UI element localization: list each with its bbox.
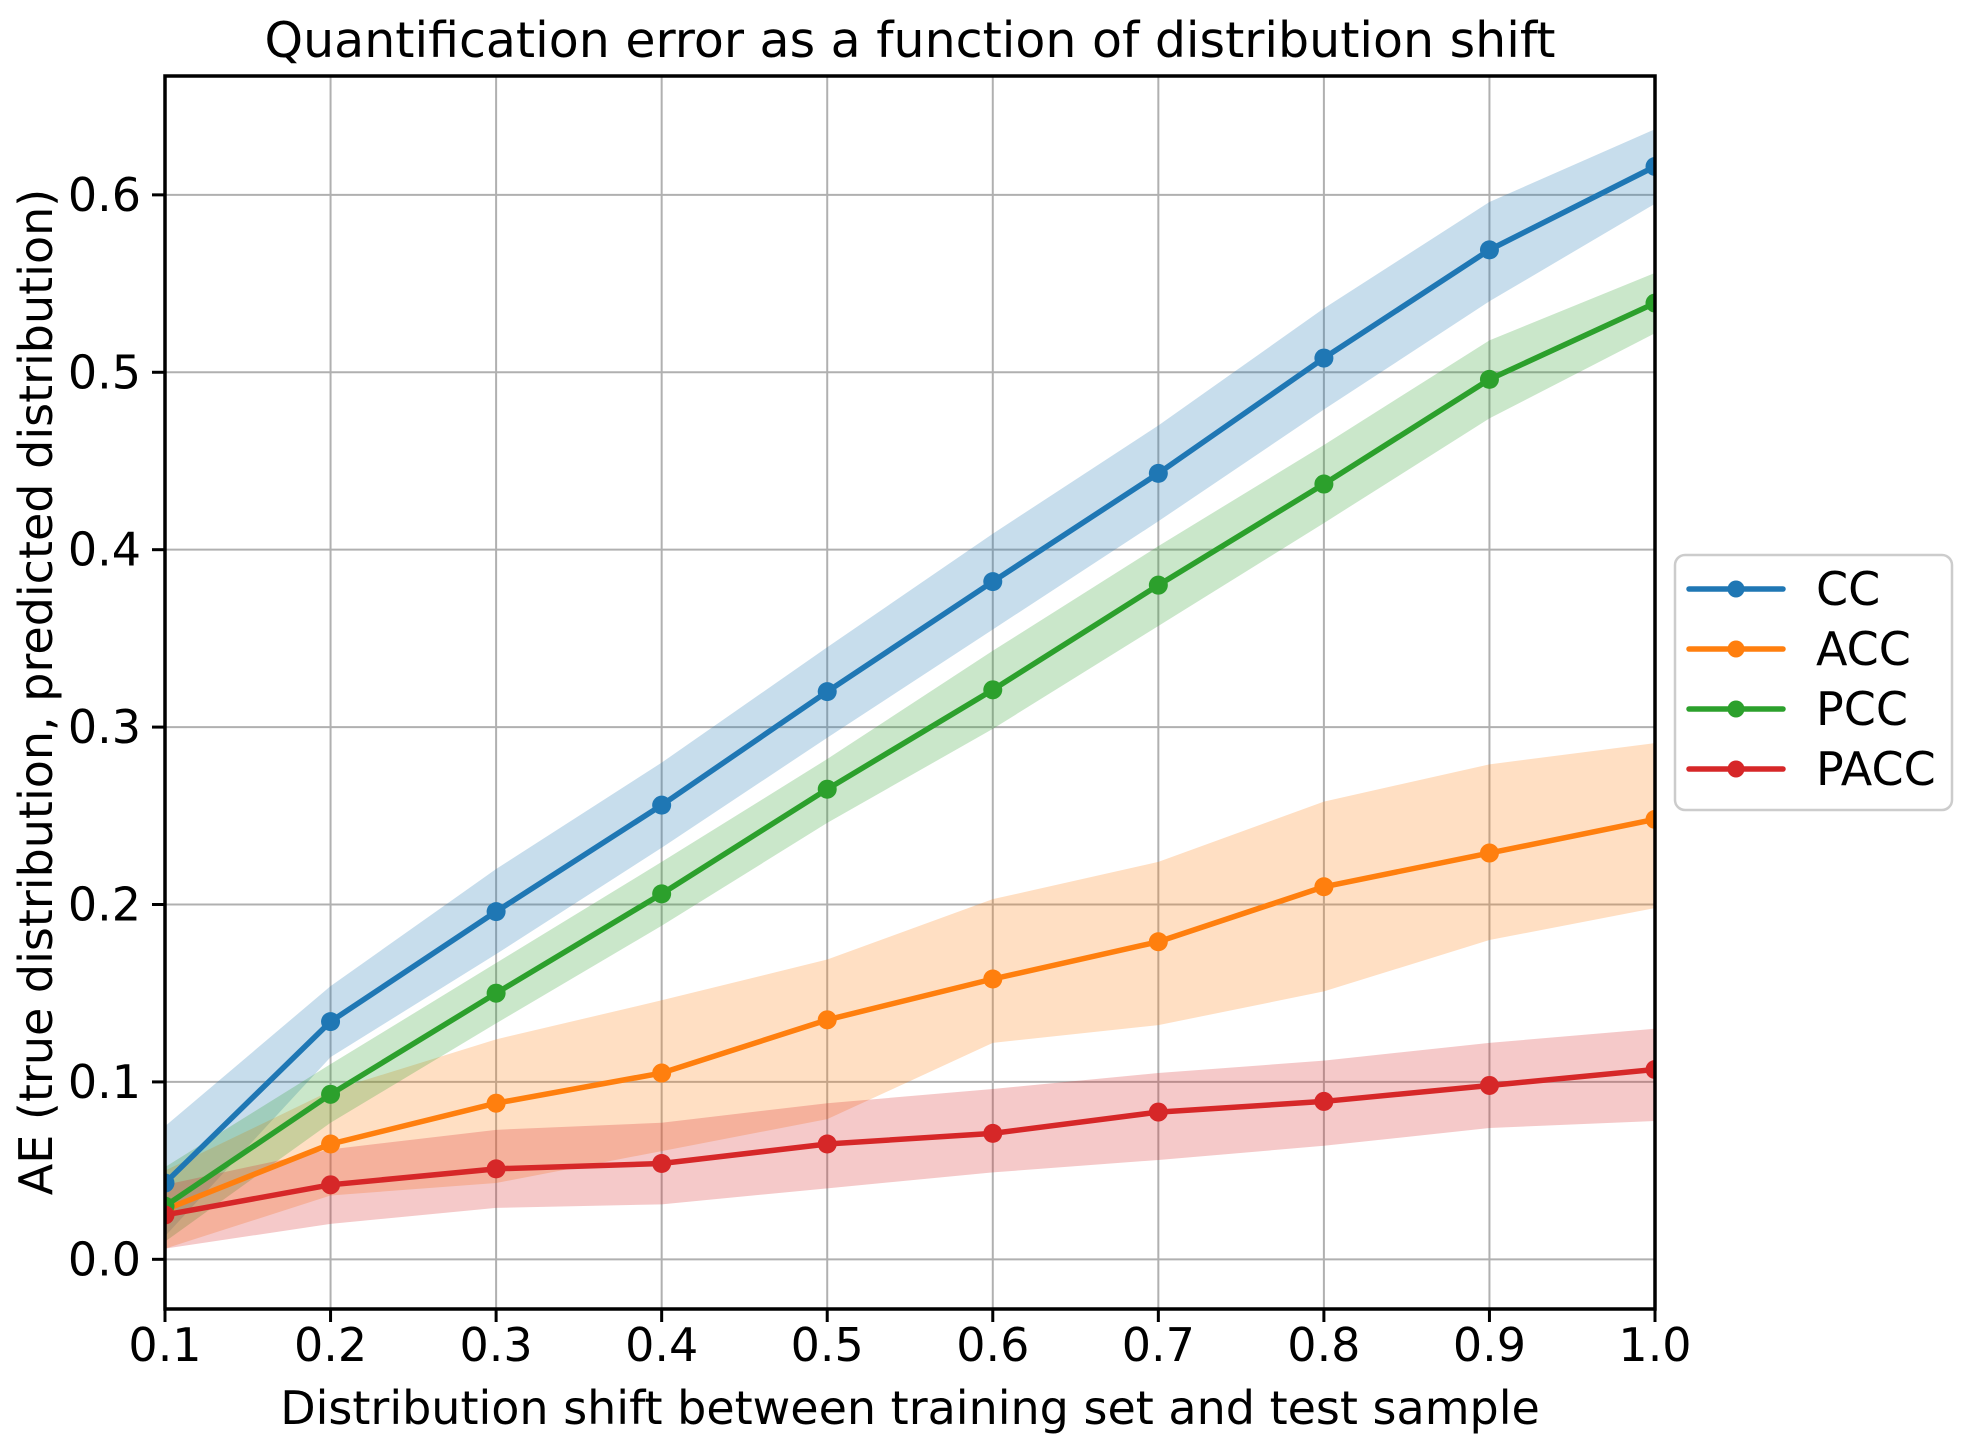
data-point-pacc <box>652 1154 672 1174</box>
axes-border <box>163 74 1657 1311</box>
legend-marker-cc <box>1727 580 1745 598</box>
data-point-pacc <box>165 1205 175 1225</box>
data-point-acc <box>486 1093 506 1113</box>
legend: CC ACC PCC PACC <box>1673 553 1954 812</box>
legend-marker-pcc <box>1727 700 1745 718</box>
x-tick-label: 1.0 <box>1618 1318 1691 1372</box>
data-point-cc <box>983 572 1003 592</box>
legend-box <box>1673 553 1954 812</box>
data-point-cc <box>817 682 837 702</box>
data-point-pcc <box>1148 575 1168 595</box>
y-tick-label: 0.1 <box>68 1055 141 1109</box>
data-point-cc <box>486 902 506 922</box>
data-point-pcc <box>1645 293 1655 313</box>
data-point-cc <box>321 1012 341 1032</box>
data-point-pacc <box>321 1175 341 1195</box>
x-tick-label: 0.9 <box>1453 1318 1526 1372</box>
data-point-pacc <box>1314 1091 1334 1111</box>
data-point-pcc <box>1479 369 1499 389</box>
y-axis-label: AE (true distribution, predicted distrib… <box>9 189 63 1195</box>
data-point-acc <box>817 1010 837 1030</box>
legend-label-acc: ACC <box>1816 622 1911 676</box>
chart-title: Quantification error as a function of di… <box>265 12 1556 69</box>
data-point-pacc <box>486 1159 506 1179</box>
data-point-pacc <box>1148 1102 1168 1122</box>
x-axis-label: Distribution shift between training set … <box>280 1381 1540 1435</box>
data-point-acc <box>1645 809 1655 829</box>
data-point-acc <box>1148 932 1168 952</box>
data-point-cc <box>165 1173 175 1193</box>
data-point-cc <box>1479 240 1499 260</box>
legend-label-cc: CC <box>1816 562 1880 616</box>
x-tick-label: 0.2 <box>294 1318 367 1372</box>
data-point-cc <box>1645 156 1655 176</box>
data-point-acc <box>983 969 1003 989</box>
y-tick-label: 0.6 <box>68 168 141 222</box>
confidence-band-cc <box>165 129 1655 1237</box>
data-point-cc <box>652 795 672 815</box>
data-point-pcc <box>983 680 1003 700</box>
data-point-acc <box>321 1134 341 1154</box>
x-tick-label: 0.4 <box>625 1318 698 1372</box>
legend-marker-pacc <box>1727 760 1745 778</box>
data-series-lines <box>165 156 1655 1225</box>
y-tick-label: 0.3 <box>68 700 141 754</box>
data-point-cc <box>1148 463 1168 483</box>
confidence-band-pcc <box>165 272 1655 1242</box>
data-point-cc <box>1314 348 1334 368</box>
data-point-pcc <box>486 983 506 1003</box>
legend-marker-acc <box>1727 640 1745 658</box>
data-point-acc <box>1314 877 1334 897</box>
y-tick-label: 0.2 <box>68 878 141 932</box>
series-line-pacc <box>165 1066 1655 1218</box>
series-line-cc <box>165 163 1655 1186</box>
data-point-pacc <box>1645 1059 1655 1079</box>
data-point-acc <box>1479 843 1499 863</box>
x-tick-label: 0.3 <box>460 1318 533 1372</box>
data-point-pcc <box>652 884 672 904</box>
x-tick-label: 0.5 <box>791 1318 864 1372</box>
legend-label-pcc: PCC <box>1816 682 1908 736</box>
x-tick-label: 0.8 <box>1287 1318 1360 1372</box>
series-line-acc <box>165 816 1655 1213</box>
y-tick-label: 0.5 <box>68 345 141 399</box>
data-point-pacc <box>1479 1075 1499 1095</box>
y-tick-label: 0.4 <box>68 523 141 577</box>
legend-label-pacc: PACC <box>1816 742 1936 796</box>
axis-ticks: 0.1 0.2 0.3 0.4 0.5 0.6 0.7 0.8 0.9 1.0 0.0 0.1 0.2 0… <box>68 168 1692 1372</box>
confidence-bands <box>165 129 1655 1249</box>
data-point-acc <box>652 1063 672 1083</box>
x-tick-label: 0.1 <box>128 1318 201 1372</box>
data-point-pacc <box>817 1134 837 1154</box>
x-tick-label: 0.6 <box>956 1318 1029 1372</box>
data-point-pacc <box>983 1123 1003 1143</box>
data-point-pcc <box>817 779 837 799</box>
data-point-pcc <box>321 1084 341 1104</box>
y-tick-label: 0.0 <box>68 1232 141 1286</box>
data-point-pcc <box>1314 474 1334 494</box>
series-line-pcc <box>165 300 1655 1209</box>
x-tick-label: 0.7 <box>1122 1318 1195 1372</box>
confidence-band-acc <box>165 743 1655 1249</box>
